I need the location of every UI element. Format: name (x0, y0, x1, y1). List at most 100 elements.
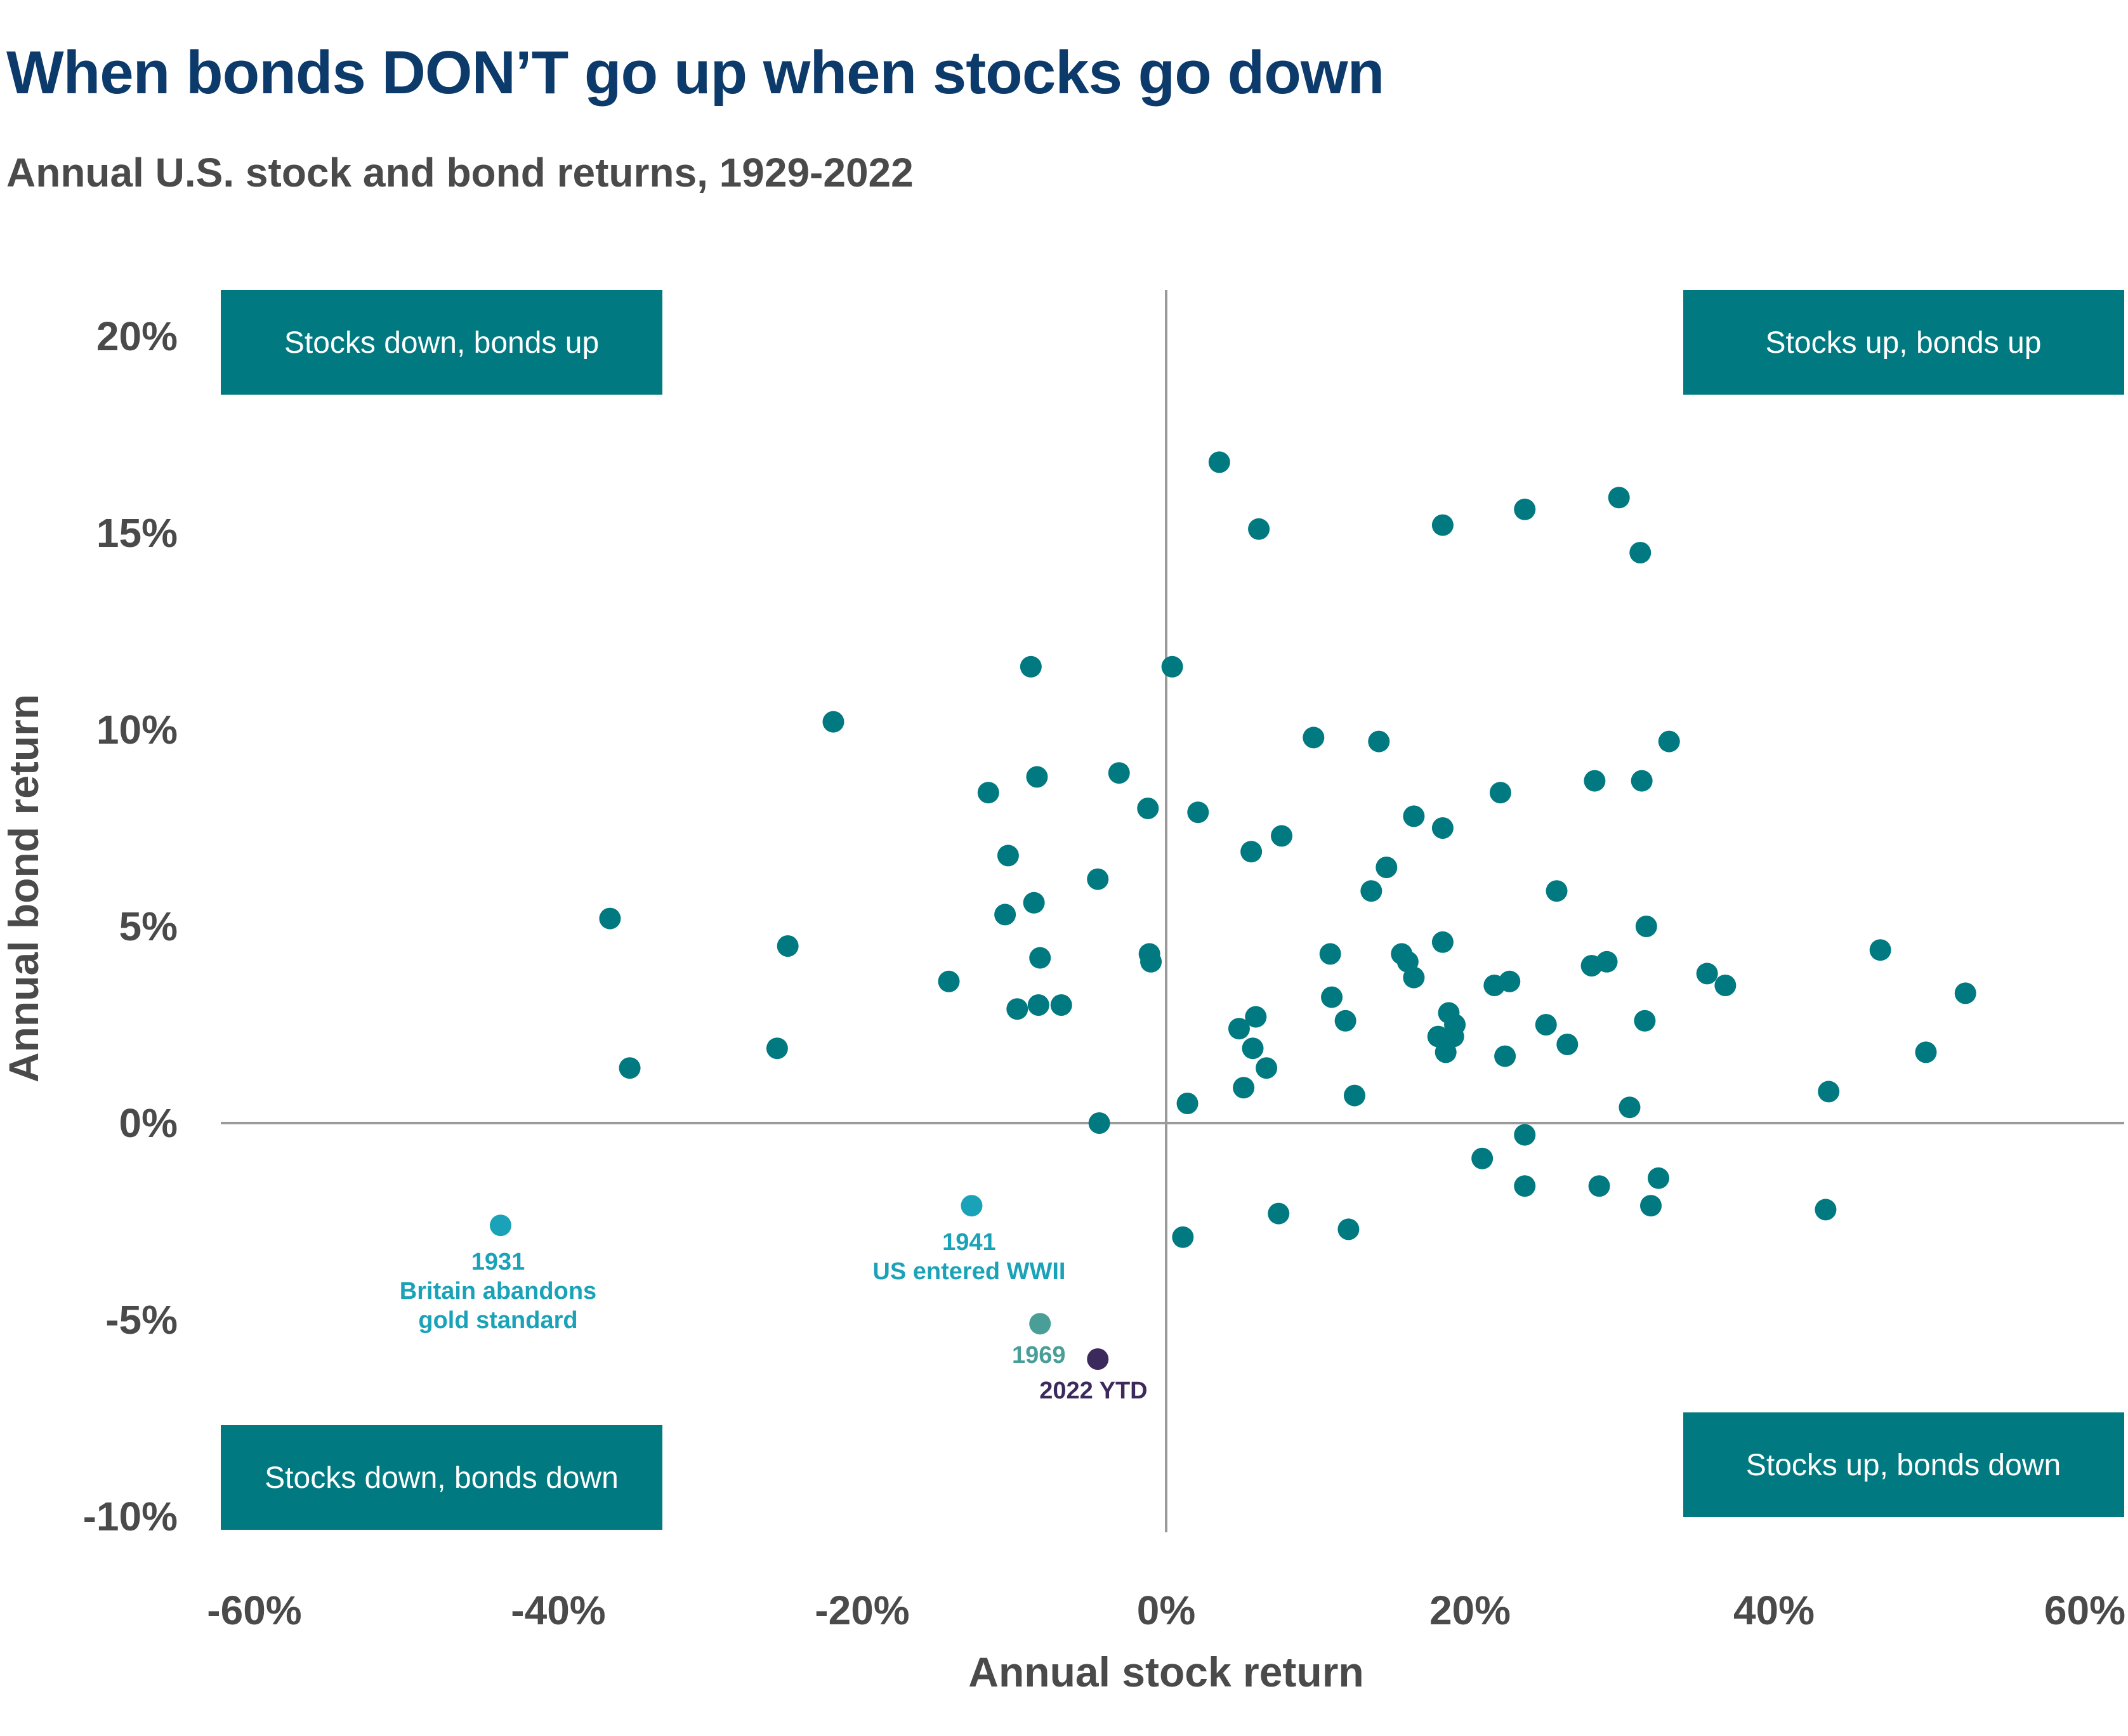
data-point (1137, 798, 1159, 819)
data-point (1640, 1195, 1662, 1217)
quadrant-label-top-right: Stocks up, bonds up (1766, 326, 2042, 360)
data-point (1088, 1112, 1110, 1134)
data-point (1208, 451, 1230, 473)
annotation-1969: 1969 (1012, 1342, 1066, 1369)
y-tick-label: 10% (96, 707, 178, 753)
data-point (1714, 975, 1737, 996)
data-point (766, 1037, 788, 1060)
data-point (1588, 1175, 1610, 1197)
data-point (1029, 947, 1051, 969)
y-tick-label: 20% (96, 313, 178, 359)
data-point (1319, 943, 1341, 965)
highlight-point-1931 (489, 1214, 511, 1237)
data-point (777, 935, 799, 957)
annotation-1941: 1941 (942, 1229, 996, 1256)
data-point (1608, 487, 1630, 509)
quadrant-box-top-right (1683, 290, 2124, 395)
data-point (1006, 998, 1028, 1020)
y-tick-label: 15% (96, 510, 178, 556)
data-point (1245, 1006, 1267, 1028)
data-point (1869, 939, 1891, 961)
data-point (1584, 770, 1606, 792)
data-point (1431, 931, 1454, 953)
x-tick-label: -20% (815, 1588, 909, 1633)
data-point (977, 782, 999, 804)
quadrant-box-bottom-left (221, 1425, 662, 1530)
data-point (1489, 782, 1511, 804)
highlight-point-2022-ytd (1087, 1348, 1109, 1370)
data-point (1343, 1084, 1365, 1107)
x-tick-label: 40% (1733, 1588, 1815, 1633)
highlight-point-1969 (1029, 1313, 1051, 1335)
y-tick-label: 0% (119, 1100, 178, 1146)
data-point (1027, 994, 1049, 1016)
data-point (1248, 518, 1270, 540)
data-point (1696, 963, 1718, 985)
data-point (1435, 1041, 1457, 1063)
quadrant-box-bottom-right (1683, 1412, 2124, 1517)
data-point (1631, 770, 1653, 792)
data-point (1546, 880, 1568, 902)
data-point (1915, 1041, 1937, 1063)
data-point (1271, 825, 1293, 847)
data-point (1629, 542, 1652, 563)
quadrant-labels: Stocks down, bonds up Stocks up, bonds u… (221, 290, 2124, 1530)
data-point (1658, 730, 1680, 753)
data-point (1228, 1018, 1250, 1040)
quadrant-label-bottom-left: Stocks down, bonds down (265, 1461, 619, 1495)
data-point (994, 904, 1016, 926)
data-point (1242, 1037, 1264, 1060)
x-tick-label: 20% (1429, 1588, 1511, 1633)
data-point (938, 970, 960, 992)
data-point (1172, 1226, 1194, 1248)
data-point (1303, 727, 1325, 749)
data-point (1256, 1057, 1278, 1079)
data-point (1187, 801, 1209, 824)
chart-subtitle: Annual U.S. stock and bond returns, 1929… (6, 150, 914, 195)
data-point (1334, 1009, 1356, 1032)
data-point (1337, 1218, 1360, 1240)
data-point (1954, 982, 1976, 1004)
x-tick-label: 0% (1137, 1588, 1196, 1633)
y-tick-label: 5% (119, 904, 178, 949)
data-point (997, 845, 1019, 867)
highlight-point-1941 (961, 1195, 983, 1217)
data-point (1026, 766, 1048, 788)
data-point (1514, 498, 1536, 520)
x-tick-label: -60% (207, 1588, 301, 1633)
data-point (1020, 655, 1042, 678)
data-point (1240, 841, 1263, 863)
data-points (599, 451, 1976, 1248)
data-point (1403, 966, 1425, 989)
data-point (822, 711, 844, 733)
data-point (1233, 1077, 1255, 1099)
data-point (1268, 1202, 1290, 1225)
data-point (1619, 1096, 1641, 1119)
x-tick-label: 60% (2044, 1588, 2125, 1633)
data-point (1360, 880, 1383, 902)
data-point (1514, 1175, 1536, 1197)
data-point (1818, 1081, 1840, 1103)
data-point (1176, 1093, 1199, 1114)
axes (221, 290, 2124, 1532)
quadrant-label-top-left: Stocks down, bonds up (284, 326, 599, 360)
data-point (1108, 762, 1130, 784)
annotation-1931: 1931 (471, 1249, 525, 1275)
y-axis-title: Annual bond return (0, 694, 47, 1082)
data-point (1023, 891, 1045, 914)
data-point (1499, 970, 1521, 992)
data-point (1403, 805, 1425, 827)
data-point (619, 1057, 641, 1079)
data-point (1087, 868, 1109, 890)
data-point (1514, 1124, 1536, 1146)
annotation-1941: US entered WWII (872, 1258, 1065, 1285)
data-point (1321, 986, 1343, 1008)
x-axis-title: Annual stock return (968, 1648, 1363, 1695)
data-point (1494, 1045, 1516, 1067)
data-point (1556, 1034, 1579, 1055)
quadrant-label-bottom-right: Stocks up, bonds down (1746, 1449, 2061, 1482)
x-tick-label: -40% (511, 1588, 605, 1633)
y-tick-label: -5% (105, 1297, 178, 1343)
